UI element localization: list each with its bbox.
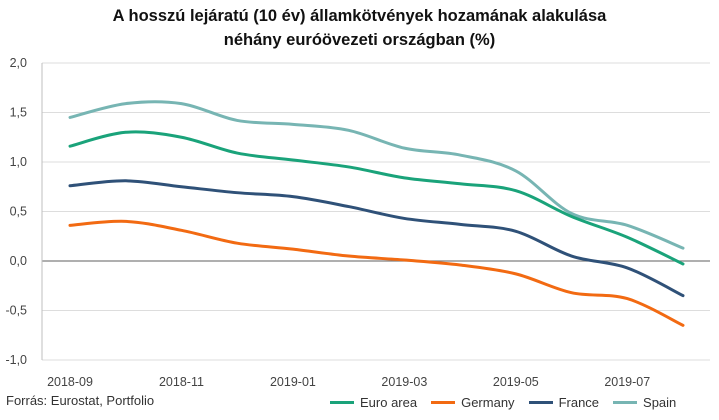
x-tick-label: 2019-07 [604,375,650,389]
legend-label: Germany [461,395,515,410]
legend-swatch [528,401,553,404]
chart-title-line-1: A hosszú lejáratú (10 év) államkötvények… [112,7,607,25]
x-tick-label: 2019-05 [493,375,539,389]
legend-swatch [330,401,354,404]
series-line-france [68,179,685,298]
source-note: Forrás: Eurostat, Portfolio [6,393,155,408]
x-tick-label: 2018-11 [159,375,204,389]
x-tick-label: 2019-03 [381,375,427,389]
series-line-germany [68,219,685,327]
legend-item-france: France [528,395,600,410]
series-line-spain [68,100,685,250]
legend-item-germany: Germany [431,395,515,410]
chart-legend: Euro area Germany France Spain [330,395,690,410]
y-tick-label: 1,5 [10,106,27,120]
legend-label: Euro area [360,395,418,410]
y-tick-label: 0,0 [10,254,27,268]
chart-title: A hosszú lejáratú (10 év) államkötvények… [0,4,719,52]
y-tick-label: -0,5 [5,304,27,318]
x-tick-label: 2018-09 [47,375,93,389]
legend-label: France [558,395,600,410]
y-tick-label: 0,5 [10,205,27,219]
legend-item-euro-area: Euro area [330,395,417,410]
y-tick-label: -1,0 [5,353,27,367]
chart-title-line-2: néhány euróövezeti országban (%) [223,31,496,49]
y-tick-label: 1,0 [10,155,27,169]
y-tick-label: 2,0 [10,56,27,70]
legend-item-spain: Spain [613,395,676,410]
x-tick-label: 2019-01 [270,375,316,389]
series-line-euro-area [68,130,685,266]
legend-swatch [431,401,456,404]
legend-swatch [613,401,638,404]
legend-label: Spain [643,395,677,410]
